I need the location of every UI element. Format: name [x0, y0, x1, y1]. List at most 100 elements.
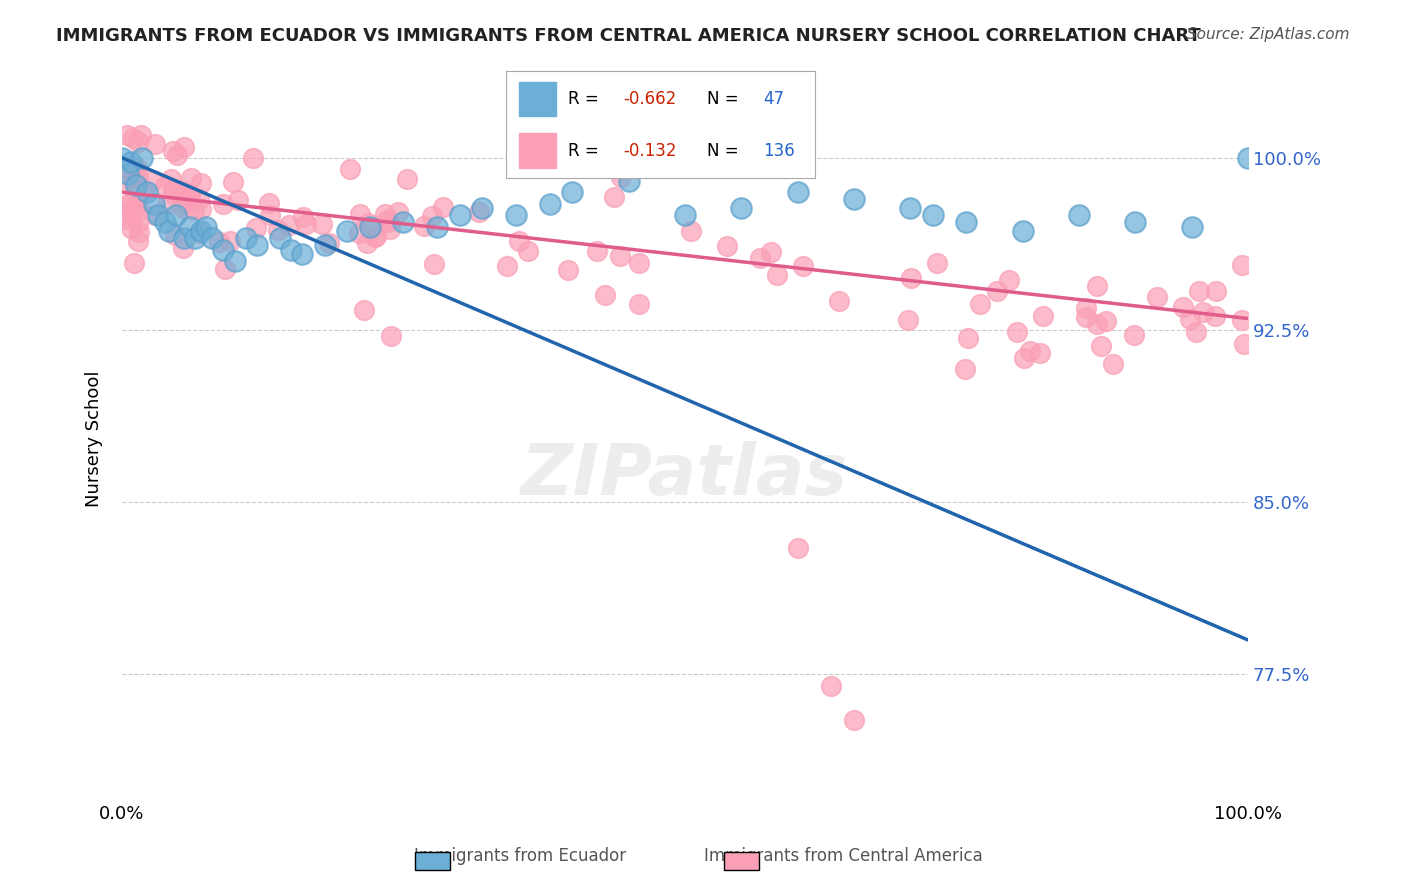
Point [127, 216, 149, 230]
Point [218, 234, 240, 248]
Point [374, 207, 396, 221]
Point [166, 148, 188, 162]
Point [1123, 215, 1146, 229]
Point [190, 176, 212, 190]
Point [628, 255, 651, 269]
Point [998, 273, 1021, 287]
Point [242, 151, 264, 165]
Point [593, 287, 616, 301]
Point [162, 181, 184, 195]
Point [339, 162, 361, 177]
Point [201, 231, 224, 245]
Point [336, 224, 359, 238]
Point [269, 231, 291, 245]
Text: -0.132: -0.132 [624, 142, 678, 160]
Point [129, 128, 152, 142]
Bar [519, 82, 555, 116]
Point [1014, 351, 1036, 365]
Y-axis label: Nursery School: Nursery School [86, 371, 103, 508]
Point [127, 161, 149, 176]
Point [177, 188, 200, 202]
Point [246, 238, 269, 252]
Point [766, 268, 789, 283]
Point [617, 174, 640, 188]
Text: 47: 47 [763, 90, 785, 108]
Point [359, 219, 381, 234]
Point [1233, 337, 1256, 351]
Text: R =: R = [568, 142, 605, 160]
Text: Immigrants from Ecuador: Immigrants from Ecuador [415, 847, 626, 865]
Point [820, 679, 842, 693]
Point [1205, 284, 1227, 298]
Point [679, 224, 702, 238]
Point [1085, 278, 1108, 293]
Point [1085, 317, 1108, 331]
Point [125, 199, 148, 213]
Point [516, 244, 538, 259]
Point [380, 329, 402, 343]
Point [1188, 284, 1211, 298]
Point [115, 128, 138, 142]
Point [128, 225, 150, 239]
Text: N =: N = [707, 142, 744, 160]
Point [245, 220, 267, 235]
Point [1146, 290, 1168, 304]
Point [603, 190, 626, 204]
Point [112, 204, 135, 219]
Point [842, 713, 865, 727]
Point [180, 170, 202, 185]
Point [349, 207, 371, 221]
Point [125, 206, 148, 220]
Point [1171, 300, 1194, 314]
Point [471, 202, 494, 216]
Point [1029, 346, 1052, 360]
Point [117, 197, 139, 211]
Point [628, 297, 651, 311]
Point [955, 215, 977, 229]
Point [170, 197, 193, 211]
Point [120, 155, 142, 169]
Point [1090, 338, 1112, 352]
Point [1180, 219, 1202, 234]
Point [134, 184, 156, 198]
Point [187, 192, 209, 206]
Text: Source: ZipAtlas.com: Source: ZipAtlas.com [1187, 27, 1350, 42]
Point [177, 188, 200, 202]
Point [426, 219, 449, 234]
Text: R =: R = [568, 90, 605, 108]
Point [357, 216, 380, 230]
Point [969, 297, 991, 311]
Point [224, 254, 246, 268]
Point [122, 176, 145, 190]
Point [761, 244, 783, 259]
Point [118, 158, 141, 172]
Point [1122, 328, 1144, 343]
Point [188, 226, 211, 240]
Point [375, 212, 398, 227]
Point [183, 203, 205, 218]
Point [278, 218, 301, 232]
Point [420, 209, 443, 223]
Point [124, 256, 146, 270]
Point [1074, 310, 1097, 324]
Point [142, 173, 165, 187]
Point [449, 208, 471, 222]
Point [413, 219, 436, 233]
Point [496, 259, 519, 273]
Point [792, 259, 814, 273]
Point [900, 270, 922, 285]
Point [127, 135, 149, 149]
Point [828, 293, 851, 308]
Point [842, 192, 865, 206]
Point [235, 231, 257, 245]
Point [165, 227, 187, 242]
Point [165, 208, 187, 222]
Point [153, 215, 176, 229]
Point [468, 205, 491, 219]
Point [142, 196, 165, 211]
Point [318, 235, 340, 250]
Point [122, 131, 145, 145]
Point [925, 256, 948, 270]
Point [921, 208, 943, 222]
Point [211, 197, 233, 211]
